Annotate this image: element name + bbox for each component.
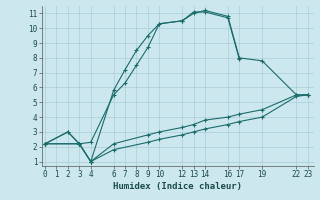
X-axis label: Humidex (Indice chaleur): Humidex (Indice chaleur) — [113, 182, 242, 191]
